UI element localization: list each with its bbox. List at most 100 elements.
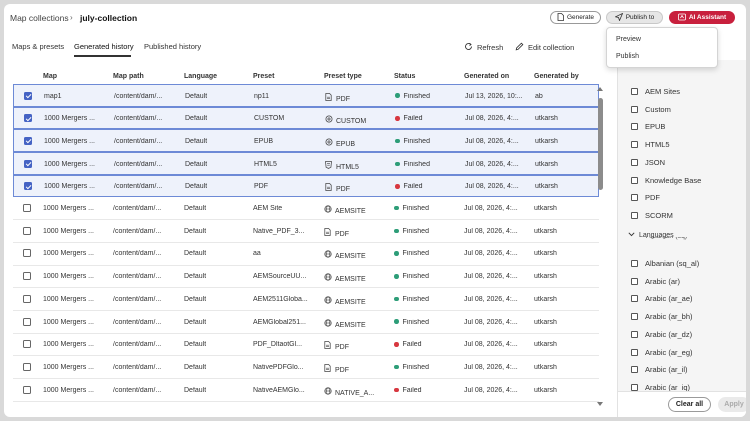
- filter-checkbox[interactable]: [631, 194, 638, 202]
- menu-item-publish[interactable]: Publish: [616, 53, 639, 60]
- filter-checkbox[interactable]: [631, 260, 638, 267]
- table-row[interactable]: 1000 Mergers ... /content/dam/... Default E…: [13, 129, 599, 153]
- filter-language[interactable]: Arabic (ar_dz): [631, 328, 692, 341]
- filter-preset-type[interactable]: SCORM: [631, 209, 673, 222]
- filter-preset-type[interactable]: JSON: [631, 156, 665, 169]
- column-header-map[interactable]: Map: [43, 73, 57, 80]
- filter-preset-type[interactable]: AEM Sites: [631, 85, 680, 98]
- languages-section-header[interactable]: Languages: [628, 232, 674, 239]
- row-checkbox[interactable]: [23, 385, 31, 394]
- edit-collection-button[interactable]: Edit collection: [515, 42, 574, 53]
- row-checkbox[interactable]: [23, 317, 31, 326]
- filter-preset-type[interactable]: Knowledge Base: [631, 174, 701, 187]
- filter-checkbox[interactable]: [631, 176, 638, 184]
- row-checkbox[interactable]: [23, 272, 31, 281]
- tab-published-history[interactable]: Published history: [144, 42, 202, 51]
- filter-language[interactable]: Arabic (ar_il): [631, 363, 688, 376]
- filter-checkbox[interactable]: [631, 330, 638, 338]
- row-checkbox[interactable]: [23, 226, 31, 235]
- refresh-button[interactable]: Refresh: [464, 42, 503, 53]
- scroll-up-arrow-icon[interactable]: [597, 87, 603, 91]
- filter-preset-type[interactable]: HTML5: [631, 138, 670, 151]
- row-checkbox[interactable]: [24, 136, 32, 145]
- table-row[interactable]: 1000 Mergers ... /content/dam/... Default A…: [13, 198, 599, 221]
- table-row[interactable]: 1000 Mergers ... /content/dam/... Default C…: [13, 106, 599, 130]
- cell-generated-by-text: utkarsh: [534, 205, 557, 212]
- column-header-language[interactable]: Language: [184, 73, 218, 80]
- column-header-generated-on[interactable]: Generated on: [464, 73, 510, 80]
- cell-generated-by: utkarsh: [534, 319, 557, 326]
- scroll-thumb[interactable]: [597, 98, 603, 190]
- cell-preset-type-text: HTML5: [336, 163, 359, 171]
- apply-button[interactable]: Apply: [718, 397, 746, 412]
- cell-language: Default: [184, 341, 206, 348]
- column-header-status[interactable]: Status: [394, 73, 416, 80]
- row-checkbox[interactable]: [24, 91, 32, 100]
- cell-map-text: 1000 Mergers ...: [44, 183, 95, 191]
- filter-checkbox[interactable]: [631, 366, 638, 374]
- scroll-down-arrow-icon[interactable]: [597, 402, 603, 406]
- filter-preset-type[interactable]: Custom: [631, 103, 671, 116]
- table-row[interactable]: 1000 Mergers ... /content/dam/... Default a…: [13, 243, 599, 266]
- tab-maps-presets[interactable]: Maps & presets: [12, 42, 65, 51]
- breadcrumb-parent[interactable]: Map collections: [10, 13, 69, 23]
- filter-language[interactable]: Arabic (ar_iq): [631, 381, 690, 394]
- cell-map: 1000 Mergers ...: [43, 273, 94, 280]
- publish-to-button[interactable]: Publish to: [606, 11, 663, 24]
- top-bar: Map collections › july-collection Genera…: [4, 4, 746, 31]
- filter-preset-type[interactable]: EPUB: [631, 120, 665, 133]
- cell-preset-text: AEMGlobal251...: [253, 318, 306, 326]
- clear-all-button[interactable]: Clear all: [668, 397, 711, 412]
- filter-language[interactable]: Arabic (ar): [631, 275, 680, 288]
- filter-checkbox[interactable]: [631, 277, 638, 285]
- table-row[interactable]: map1/content/dam/... Default np11 PDF Finish…: [13, 84, 599, 107]
- column-header-map-path[interactable]: Map path: [113, 73, 144, 80]
- filter-language[interactable]: Arabic (ar_bh): [631, 310, 693, 323]
- row-checkbox[interactable]: [23, 340, 31, 349]
- row-checkbox[interactable]: [23, 204, 31, 212]
- filter-language[interactable]: Arabic (ar_ae): [631, 292, 693, 305]
- filter-checkbox[interactable]: [631, 141, 638, 149]
- table-row[interactable]: 1000 Mergers ... /content/dam/... Default N…: [13, 356, 599, 380]
- filter-language[interactable]: Arabic (ar_eg): [631, 346, 693, 359]
- row-checkbox[interactable]: [23, 362, 31, 371]
- table-row[interactable]: 1000 Mergers ... /content/dam/... Default H…: [13, 152, 599, 175]
- column-header-preset-type[interactable]: Preset type: [324, 73, 362, 80]
- generate-button[interactable]: Generate: [550, 11, 601, 24]
- table-row[interactable]: 1000 Mergers ... /content/dam/... Default A…: [13, 266, 599, 289]
- table-row[interactable]: 1000 Mergers ... /content/dam/... Default P…: [13, 334, 599, 357]
- table-row[interactable]: 1000 Mergers ... /content/dam/... Default A…: [13, 311, 599, 334]
- filter-checkbox[interactable]: [631, 123, 638, 131]
- filter-checkbox[interactable]: [631, 295, 638, 303]
- filter-checkbox[interactable]: [631, 158, 638, 166]
- cell-preset-type: HTML5: [325, 160, 359, 171]
- table-row[interactable]: 1000 Mergers ... /content/dam/... Default N…: [13, 220, 599, 243]
- filter-checkbox[interactable]: [631, 88, 638, 95]
- row-checkbox[interactable]: [24, 114, 32, 123]
- column-header-preset[interactable]: Preset: [253, 73, 275, 80]
- table-row[interactable]: 1000 Mergers ... /content/dam/... Default P…: [13, 174, 599, 198]
- ai-assistant-button[interactable]: AI Assistant: [669, 11, 735, 24]
- cell-generated-by-text: utkarsh: [534, 341, 557, 349]
- table-row[interactable]: 1000 Mergers ... /content/dam/... Default N…: [13, 379, 599, 402]
- tab-generated-history[interactable]: Generated history: [74, 42, 134, 51]
- row-checkbox[interactable]: [23, 294, 31, 303]
- table-scrollbar[interactable]: [597, 84, 603, 410]
- menu-item-preview[interactable]: Preview: [616, 36, 641, 43]
- filter-checkbox[interactable]: [631, 211, 638, 219]
- column-header-generated-by[interactable]: Generated by: [534, 73, 579, 80]
- filter-checkbox[interactable]: [631, 313, 638, 321]
- row-checkbox[interactable]: [24, 182, 32, 191]
- filter-checkbox[interactable]: [631, 383, 638, 391]
- row-checkbox[interactable]: [24, 159, 32, 168]
- cell-generated-by: utkarsh: [535, 161, 558, 168]
- cell-preset-type-text: EPUB: [336, 140, 356, 148]
- table-row[interactable]: 1000 Mergers ... /content/dam/... Default A…: [13, 288, 599, 311]
- row-checkbox[interactable]: [23, 249, 31, 258]
- cell-language: Default: [184, 387, 206, 394]
- filter-checkbox[interactable]: [631, 105, 638, 113]
- filter-checkbox[interactable]: [631, 348, 638, 356]
- filter-preset-type[interactable]: PDF: [631, 191, 660, 204]
- filter-language[interactable]: Albanian (sq_al): [631, 257, 699, 270]
- cell-generated-on: Jul 08, 2026, 4:...: [464, 387, 518, 394]
